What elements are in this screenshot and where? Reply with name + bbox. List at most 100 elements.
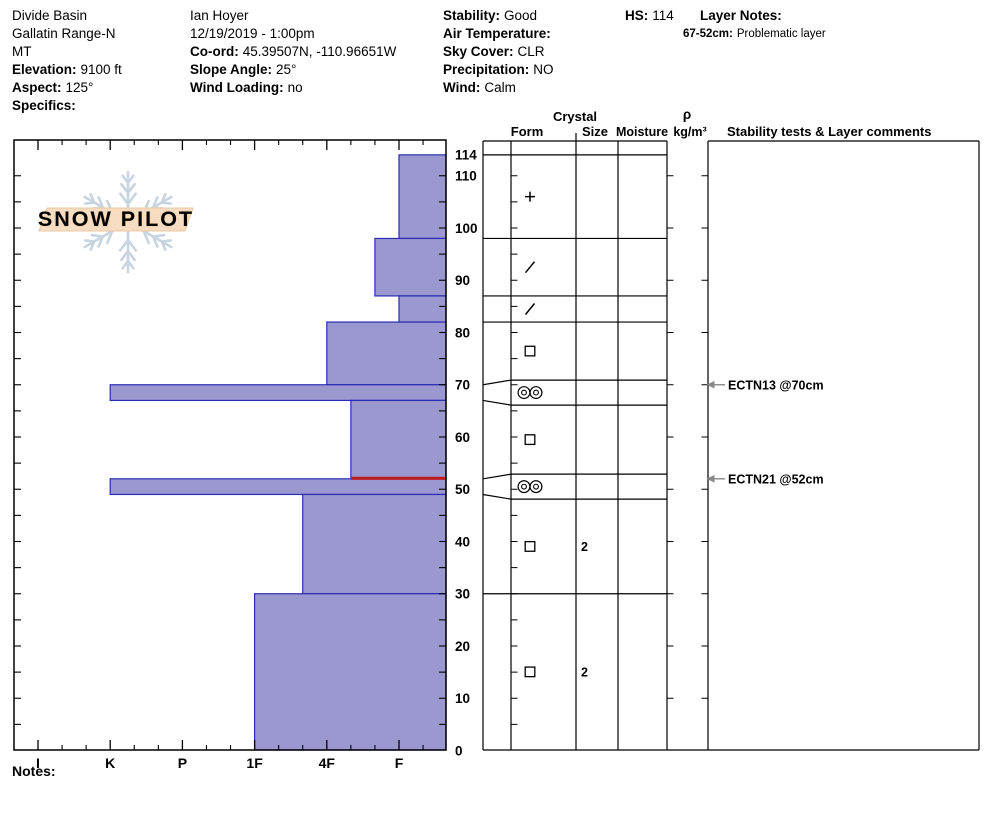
header-density-rho: ρ [683,107,691,122]
sky-cover-label: Sky Cover: [443,44,514,59]
grain-symbol-FC [524,345,536,357]
grain-size-value: 2 [581,665,588,679]
stability-test-annotations: ECTN13 @70cm ECTN21 @52cm [706,378,824,486]
depth-label-30: 30 [455,587,470,602]
stability-test-annotation: ECTN13 @70cm [706,378,824,392]
depth-label-70: 70 [455,378,470,393]
hardness-label-1F: 1F [246,755,263,771]
depth-label-100: 100 [455,221,478,236]
hardness-bar-52-49cm-K [109,478,447,496]
observer-name: Ian Hoyer [190,8,249,23]
grain-symbol-DF [524,303,536,315]
precipitation-label: Precipitation: [443,62,530,77]
stability-label: Stability: [443,8,501,23]
depth-label-20: 20 [455,639,470,654]
header-observation-block: Ian Hoyer 12/19/2019 - 1:00pm Co-ord: 45.… [190,7,396,97]
layer-note: 67-52cm: Problematic layer [683,27,826,42]
sky-cover-value: CLR [517,44,545,59]
elevation-label: Elevation: [12,62,77,77]
hardness-label-F: F [395,755,404,771]
layer-boundary-expanded [482,379,667,386]
air-temperature: Air Temperature: [443,25,555,43]
depth-label-60: 60 [455,430,470,445]
header-moisture: Moisture [616,125,668,139]
observation-datetime: 12/19/2019 - 1:00pm [190,26,315,41]
coord-label: Co-ord: [190,44,239,59]
table-headers: Crystal Form Size Moisture ρ kg/m³ Stability t… [511,107,932,139]
header-crystal: Crystal [553,109,597,124]
hardness-bar-49-30cm-4F+ [302,493,447,595]
wind-value: Calm [484,80,516,95]
layer-notes-heading: Layer Notes: [700,8,782,23]
slope-angle-value: 25° [276,62,297,77]
hardness-bar-67-52cm-4F- [350,399,447,480]
specifics-label: Specifics: [12,98,76,113]
site-area: Divide Basin [12,8,88,23]
stability-test-label: ECTN21 @52cm [728,472,824,486]
coordinates: Co-ord: 45.39507N, -110.96651W [190,43,396,61]
stability-test-label: ECTN13 @70cm [728,378,824,392]
layer-note-text: Problematic layer [736,28,826,40]
hardness-label-K: K [105,755,115,771]
stability-rating: Stability: Good [443,7,555,25]
site-aspect: Aspect: 125° [12,79,122,97]
header-stability-tests: Stability tests & Layer comments [727,124,931,139]
hardness-bar-114-98cm-F [398,154,447,240]
hs-value: 114 [652,8,674,23]
snow-height: HS: 114 [625,7,674,25]
snowpilot-logo: SNOW PILOT [37,170,194,274]
precipitation-value: NO [533,62,554,77]
wind-loading-label: Wind Loading: [190,80,284,95]
coord-value: 45.39507N, -110.96651W [242,44,397,59]
aspect-value: 125° [65,80,94,95]
header-size: Size [582,124,608,139]
hardness-bar-70-67cm-K [109,384,447,402]
header-hs-block: HS: 114 [625,7,674,25]
left-arrow-icon [706,380,715,389]
depth-label-50: 50 [455,482,470,497]
logo-text: SNOW PILOT [38,207,194,231]
logo-band [38,207,194,232]
hardness-bar-30-0cm-1F [254,593,447,751]
layer-table [482,133,980,751]
depth-label-110: 110 [455,169,477,184]
depth-label-40: 40 [455,534,470,549]
layer-boundary-expanded [482,399,667,406]
hardness-bar-98-87cm-F+ [374,237,447,297]
hardness-label-I: I [36,755,40,771]
layer-boundary-expanded [482,493,667,500]
depth-label-114: 114 [455,148,477,163]
wind-loading: Wind Loading: no [190,79,396,97]
header-layer-notes-block: Layer Notes: 67-52cm: Problematic layer [683,7,826,42]
air-temperature-label: Air Temperature: [443,26,551,41]
elevation-value: 9100 ft [80,62,122,77]
header-site-block: Divide Basin Gallatin Range-N MT Elevati… [12,7,122,115]
wind-loading-value: no [287,80,303,95]
header-density-unit: kg/m³ [673,125,706,139]
depth-label-10: 10 [455,691,470,706]
layer-note-range: 67-52cm: [683,28,733,40]
hardness-label-P: P [178,755,187,771]
site-range: Gallatin Range-N [12,26,116,41]
stability-test-annotation: ECTN21 @52cm [706,472,824,486]
left-arrow-icon [706,475,715,483]
header-form: Form [511,124,544,139]
header-conditions-block: Stability: Good Air Temperature: Sky Cove… [443,7,555,97]
site-specifics: Specifics: [12,97,122,115]
stability-value: Good [504,8,538,23]
layer-boundary-expanded [482,473,667,480]
depth-label-90: 90 [455,273,470,288]
grain-symbol-MFcr [517,480,543,494]
grain-symbol-FC [524,434,536,446]
aspect-label: Aspect: [12,80,62,95]
slope-angle: Slope Angle: 25° [190,61,396,79]
precipitation: Precipitation: NO [443,61,555,79]
grain-size-value: 2 [581,540,588,554]
wind-label: Wind: [443,80,481,95]
hardness-bars [109,154,447,751]
grain-symbol-FC [524,540,536,552]
hardness-bar-82-70cm-4F [326,321,447,386]
hs-label: HS: [625,8,649,23]
